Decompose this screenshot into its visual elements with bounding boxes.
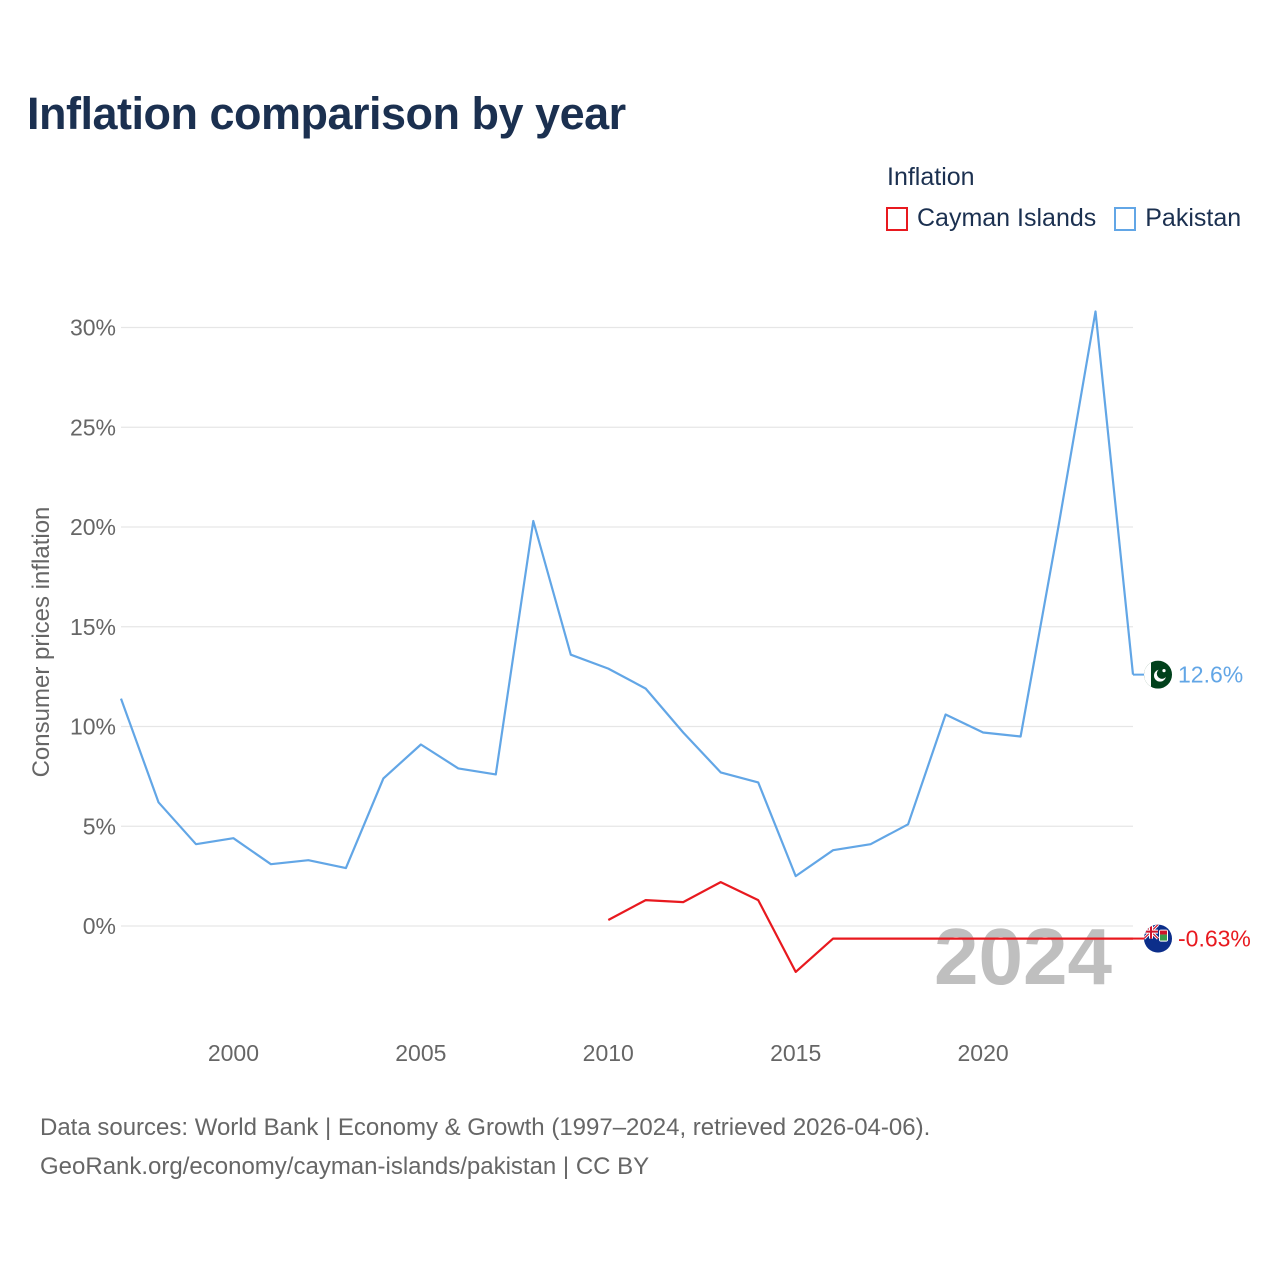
y-tick-label: 10% xyxy=(70,714,116,740)
series-line-pakistan[interactable] xyxy=(119,310,1135,878)
end-label-cayman-islands: -0.63% xyxy=(1178,926,1251,952)
chart-area: 0% 5% 10% 15% 20% 25% 30% 2000 2005 2010 2015 2020 2… xyxy=(70,310,1251,1066)
x-tick-label: 2005 xyxy=(395,1040,446,1066)
x-tick-label: 2000 xyxy=(208,1040,259,1066)
chart-title: Inflation comparison by year xyxy=(27,88,626,139)
source-line-2[interactable]: GeoRank.org/economy/cayman-islands/pakis… xyxy=(40,1153,650,1180)
x-tick-label: 2020 xyxy=(957,1040,1008,1066)
legend-swatch-cayman-islands xyxy=(886,206,908,231)
legend: Cayman Islands Pakistan xyxy=(886,204,1259,233)
x-tick-label: 2010 xyxy=(583,1040,634,1066)
end-label-pakistan: 12.6% xyxy=(1178,662,1243,688)
legend-title: Inflation xyxy=(887,163,975,191)
y-tick-label: 5% xyxy=(83,813,116,839)
y-tick-label: 20% xyxy=(70,514,116,540)
legend-label-pakistan: Pakistan xyxy=(1145,204,1242,232)
year-watermark: 2024 xyxy=(934,912,1112,1001)
y-tick-label: 15% xyxy=(70,614,116,640)
series-line-cayman-islands[interactable] xyxy=(607,881,1133,973)
y-tick-label: 25% xyxy=(70,414,116,440)
y-tick-label: 0% xyxy=(83,913,116,939)
legend-item-cayman-islands[interactable]: Cayman Islands xyxy=(886,204,1096,233)
source-line-1: Data sources: World Bank | Economy & Gro… xyxy=(40,1114,931,1141)
cayman-islands-flag-icon xyxy=(1144,924,1172,953)
legend-label-cayman-islands: Cayman Islands xyxy=(917,204,1097,232)
data-source: Data sources: World Bank | Economy & Gro… xyxy=(40,1108,930,1186)
legend-swatch-pakistan xyxy=(1114,206,1137,231)
pakistan-flag-icon xyxy=(1144,660,1172,689)
x-tick-label: 2015 xyxy=(770,1040,821,1066)
legend-item-pakistan[interactable]: Pakistan xyxy=(1114,204,1241,233)
y-tick-label: 30% xyxy=(70,315,116,341)
